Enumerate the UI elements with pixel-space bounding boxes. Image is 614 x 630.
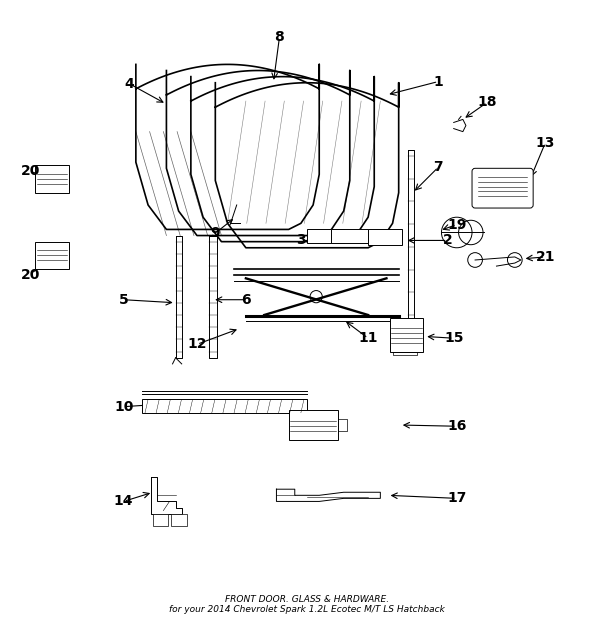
Bar: [153, 513, 168, 526]
Bar: [171, 513, 187, 526]
Bar: [289, 410, 338, 440]
Text: 20: 20: [21, 268, 41, 282]
Text: 6: 6: [241, 293, 251, 307]
Bar: [307, 229, 344, 243]
Text: 16: 16: [447, 419, 467, 433]
Text: 8: 8: [274, 30, 284, 44]
Bar: [142, 399, 307, 413]
Text: 19: 19: [447, 217, 467, 232]
Bar: [368, 229, 402, 244]
Text: 5: 5: [119, 293, 128, 307]
Text: 3: 3: [296, 234, 306, 248]
Text: 15: 15: [444, 331, 464, 345]
Text: 18: 18: [478, 95, 497, 109]
Text: FRONT DOOR. GLASS & HARDWARE.
for your 2014 Chevrolet Spark 1.2L Ecotec M/T LS H: FRONT DOOR. GLASS & HARDWARE. for your 2…: [169, 595, 445, 614]
Text: 11: 11: [359, 331, 378, 345]
Text: 7: 7: [433, 160, 443, 174]
Bar: [332, 229, 368, 243]
FancyBboxPatch shape: [472, 168, 533, 208]
Text: 2: 2: [443, 234, 453, 248]
Text: 1: 1: [433, 74, 443, 88]
Text: 21: 21: [535, 250, 555, 264]
Text: 10: 10: [114, 399, 133, 414]
Text: 9: 9: [211, 226, 220, 240]
Text: 13: 13: [535, 135, 555, 150]
Text: 4: 4: [125, 77, 134, 91]
Bar: [35, 165, 69, 193]
Text: 17: 17: [447, 491, 467, 505]
Bar: [389, 318, 423, 352]
Text: 12: 12: [187, 337, 207, 352]
Text: 14: 14: [114, 495, 133, 508]
Text: 20: 20: [21, 164, 41, 178]
Bar: [35, 242, 69, 269]
